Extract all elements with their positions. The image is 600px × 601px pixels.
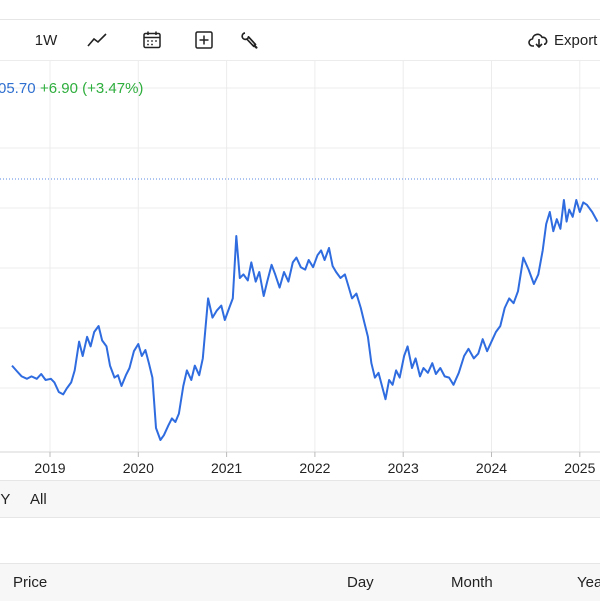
date-range-button[interactable] bbox=[139, 20, 165, 60]
export-button[interactable]: Export bbox=[528, 20, 600, 60]
plus-square-icon bbox=[195, 31, 213, 49]
x-tick-label: 2021 bbox=[211, 460, 242, 476]
range-selector: 5Y All bbox=[0, 480, 600, 518]
column-header-year-label: Year bbox=[577, 574, 600, 591]
column-header-month[interactable]: Month bbox=[451, 564, 493, 601]
toolbar-divider bbox=[0, 60, 600, 61]
range-all-label: All bbox=[30, 490, 47, 508]
wrench-icon bbox=[241, 32, 258, 49]
range-all-button[interactable]: All bbox=[30, 481, 47, 517]
price-chart-svg: 2019 2020 2021 2022 2023 2024 2025 bbox=[0, 60, 600, 476]
add-indicator-button[interactable] bbox=[191, 20, 217, 60]
column-header-price-label: Price bbox=[13, 574, 48, 591]
interval-1w-label: 1W bbox=[34, 31, 58, 49]
price-chart[interactable]: 2019 2020 2021 2022 2023 2024 2025 bbox=[0, 60, 600, 480]
range-5y-button[interactable]: 5Y bbox=[0, 481, 10, 517]
x-tick-label: 2022 bbox=[299, 460, 330, 476]
history-table-header: Price Day Month Year bbox=[0, 563, 600, 601]
x-tick-label: 2023 bbox=[388, 460, 419, 476]
column-header-year[interactable]: Year bbox=[577, 564, 600, 601]
x-tick-label: 2025 bbox=[564, 460, 595, 476]
chart-toolbar: 1W Export bbox=[0, 20, 600, 60]
line-chart-icon bbox=[87, 33, 107, 47]
price-series-line bbox=[11, 199, 599, 441]
x-tick-label: 2019 bbox=[34, 460, 65, 476]
column-header-price[interactable]: Price bbox=[13, 564, 47, 601]
price-change: +6.90 (+3.47%) bbox=[40, 80, 144, 97]
export-label: Export bbox=[554, 31, 598, 49]
line-chart-button[interactable] bbox=[84, 20, 110, 60]
calendar-icon bbox=[143, 31, 161, 49]
x-tick-label: 2020 bbox=[123, 460, 154, 476]
column-header-day-label: Day bbox=[347, 574, 374, 591]
x-tick-label: 2024 bbox=[476, 460, 507, 476]
interval-1w-button[interactable]: 1W bbox=[28, 20, 64, 60]
top-divider bbox=[0, 19, 600, 20]
column-header-day[interactable]: Day bbox=[347, 564, 374, 601]
column-header-month-label: Month bbox=[451, 574, 493, 591]
last-price: 05.70 bbox=[0, 80, 36, 97]
tools-button[interactable] bbox=[236, 20, 262, 60]
cloud-download-icon bbox=[528, 33, 548, 49]
range-5y-label: 5Y bbox=[0, 490, 11, 508]
